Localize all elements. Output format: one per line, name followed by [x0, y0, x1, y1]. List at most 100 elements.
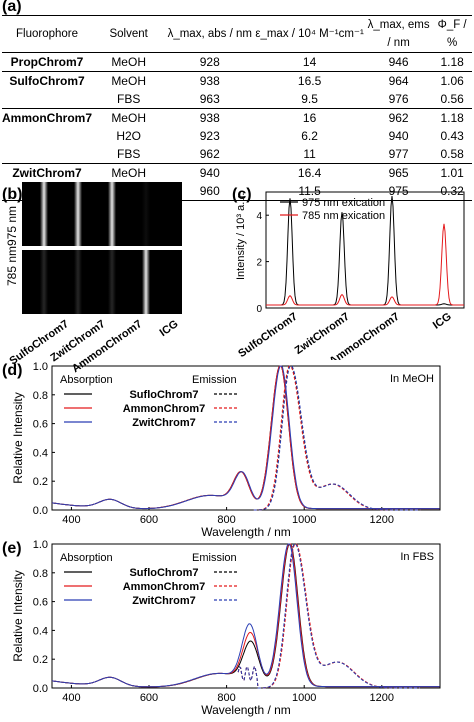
table-cell-dye — [2, 127, 92, 145]
gel-band — [142, 182, 150, 246]
table-row: H2O 923 6.2 940 0.43 — [2, 127, 472, 145]
emission-line — [253, 365, 421, 511]
gel-lane-label: ICG — [157, 318, 181, 340]
table-cell-eps: 11.5 — [254, 182, 365, 201]
legend-label: AmmonChrom7 — [123, 403, 206, 415]
legend-header: Absorption — [60, 552, 113, 564]
emission-line — [253, 365, 421, 511]
table-cell-ems: 962 — [364, 108, 433, 127]
table-cell-ems: 975 — [364, 182, 433, 201]
table-cell-abs: 963 — [199, 92, 220, 106]
x-tick-label: 1200 — [370, 692, 394, 704]
gel-band — [40, 182, 48, 246]
y-tick-label: 0.4 — [33, 447, 48, 459]
table-cell-ems: 946 — [388, 55, 409, 69]
gel-band — [40, 250, 48, 314]
panel-annotation: In FBS — [400, 551, 434, 563]
y-tick-label: 0.6 — [33, 419, 48, 431]
chart-e: 0.0 0.2 0.4 0.6 0.8 1.0 400 600 800 1000 1200 Wavel… — [11, 539, 441, 717]
emission-line — [237, 543, 420, 689]
x-axis-label: Wavelength / nm — [201, 525, 291, 539]
table-cell-abs: 923 — [199, 129, 220, 143]
table-cell-eps: 16.5 — [254, 71, 365, 90]
table-cell-solvent: MeOH — [92, 108, 166, 127]
y-axis-label: Intensity / 10³ a.u. — [235, 193, 247, 280]
photophysics-table: Fluorophore Solvent λ_max, abs / nm ε_ma… — [2, 15, 472, 201]
table-header-row: Fluorophore Solvent λ_max, abs / nm ε_ma… — [2, 15, 472, 53]
y-axis-label: Relative Intensity — [11, 392, 25, 483]
table-cell-ems: 965 — [364, 163, 433, 182]
x-tick-label: 400 — [62, 692, 80, 704]
y-tick-label: 0 — [256, 304, 262, 315]
table-cell-abs: 938 — [165, 71, 255, 90]
table-cell-solvent: MeOH — [111, 55, 146, 69]
x-category-label: SulfoChrom7 — [236, 311, 299, 360]
absorption-line — [51, 365, 440, 510]
header-epsilon: ε_max / 10⁴ M⁻¹cm⁻¹ — [254, 15, 365, 53]
table-cell-phi: 1.18 — [432, 108, 472, 127]
x-tick-label: 600 — [140, 514, 158, 526]
gel-row-975 — [22, 182, 182, 246]
table-cell-phi: 1.01 — [432, 163, 472, 182]
emission-line — [253, 365, 421, 511]
emission-line — [237, 543, 420, 689]
x-tick-label: 800 — [217, 692, 235, 704]
table-cell-eps: 16.4 — [254, 163, 365, 182]
header-solvent: Solvent — [92, 15, 166, 53]
legend-label: SufloChrom7 — [129, 389, 198, 401]
table-row: ZwitChrom7 MeOH 940 16.4 965 1.01 — [2, 163, 472, 182]
plot-frame — [265, 191, 465, 309]
y-tick-label: 1.0 — [33, 361, 48, 373]
table-cell-ems: 964 — [364, 71, 433, 90]
panel-label-b: (b) — [2, 186, 23, 203]
legend-header: Emission — [192, 374, 237, 386]
table-row: AmmonChrom7 MeOH 938 16 962 1.18 — [2, 108, 472, 127]
table-cell-abs: 928 — [199, 55, 220, 69]
x-tick-label: 1000 — [292, 692, 316, 704]
gel-row-label-785: 785 nm — [5, 245, 19, 286]
panel-label-a: (a) — [2, 0, 22, 15]
table-cell-ems: 940 — [388, 129, 409, 143]
gel-band — [108, 250, 116, 314]
series-line — [266, 223, 464, 306]
table-cell-dye — [2, 90, 92, 109]
table-cell-solvent: FBS — [116, 147, 141, 161]
table-cell-dye: ZwitChrom7 — [2, 163, 93, 182]
panel-label-e: (e) — [2, 540, 22, 557]
table-cell-eps: 9.5 — [301, 92, 318, 106]
legend-header: Emission — [192, 552, 237, 564]
gel-row-label-975: 975 nm — [5, 205, 19, 246]
table-cell-solvent: FBS — [116, 92, 141, 106]
table-row: PropChrom7 MeOH 928 14 946 1.18 — [2, 53, 472, 72]
table-cell-phi: 0.56 — [440, 92, 464, 106]
y-tick-label: 0.8 — [33, 568, 48, 580]
y-tick-label: 4 — [256, 211, 262, 222]
chart-c: Intensity / 10³ a.u. 0 2 4 975 nm exication7… — [235, 191, 465, 360]
table-cell-eps: 6.2 — [301, 129, 318, 143]
gel-band — [142, 250, 150, 314]
y-tick-label: 1.0 — [33, 539, 48, 551]
legend-label: SufloChrom7 — [129, 567, 198, 579]
table-cell-solvent: MeOH — [92, 71, 166, 90]
table-row: FBS 963 9.5 976 0.56 — [2, 90, 472, 109]
legend-label: ZwitChrom7 — [132, 595, 196, 607]
gel-band — [74, 250, 82, 314]
absorption-line — [51, 543, 440, 688]
table-cell-phi: 0.58 — [440, 147, 464, 161]
y-tick-label: 0.2 — [33, 654, 48, 666]
y-tick-label: 2 — [256, 258, 262, 269]
gel-row-785 — [22, 250, 182, 314]
table-cell-solvent: MeOH — [92, 163, 166, 182]
x-axis-label: Wavelength / nm — [201, 703, 291, 717]
x-tick-label: 1200 — [370, 514, 394, 526]
table-cell-abs: 938 — [165, 108, 255, 127]
table-cell-phi: 1.18 — [440, 55, 464, 69]
legend-label: ZwitChrom7 — [132, 417, 196, 429]
table-cell-solvent: H2O — [116, 129, 141, 143]
header-lambda-ems: λ_max, ems / nm — [364, 15, 433, 53]
table-row: FBS 962 11 977 0.58 — [2, 145, 472, 164]
legend-label: AmmonChrom7 — [123, 581, 206, 593]
panel-label-c: (c) — [232, 186, 252, 203]
table-cell-eps: 16 — [254, 108, 365, 127]
y-tick-label: 0.0 — [33, 505, 48, 517]
